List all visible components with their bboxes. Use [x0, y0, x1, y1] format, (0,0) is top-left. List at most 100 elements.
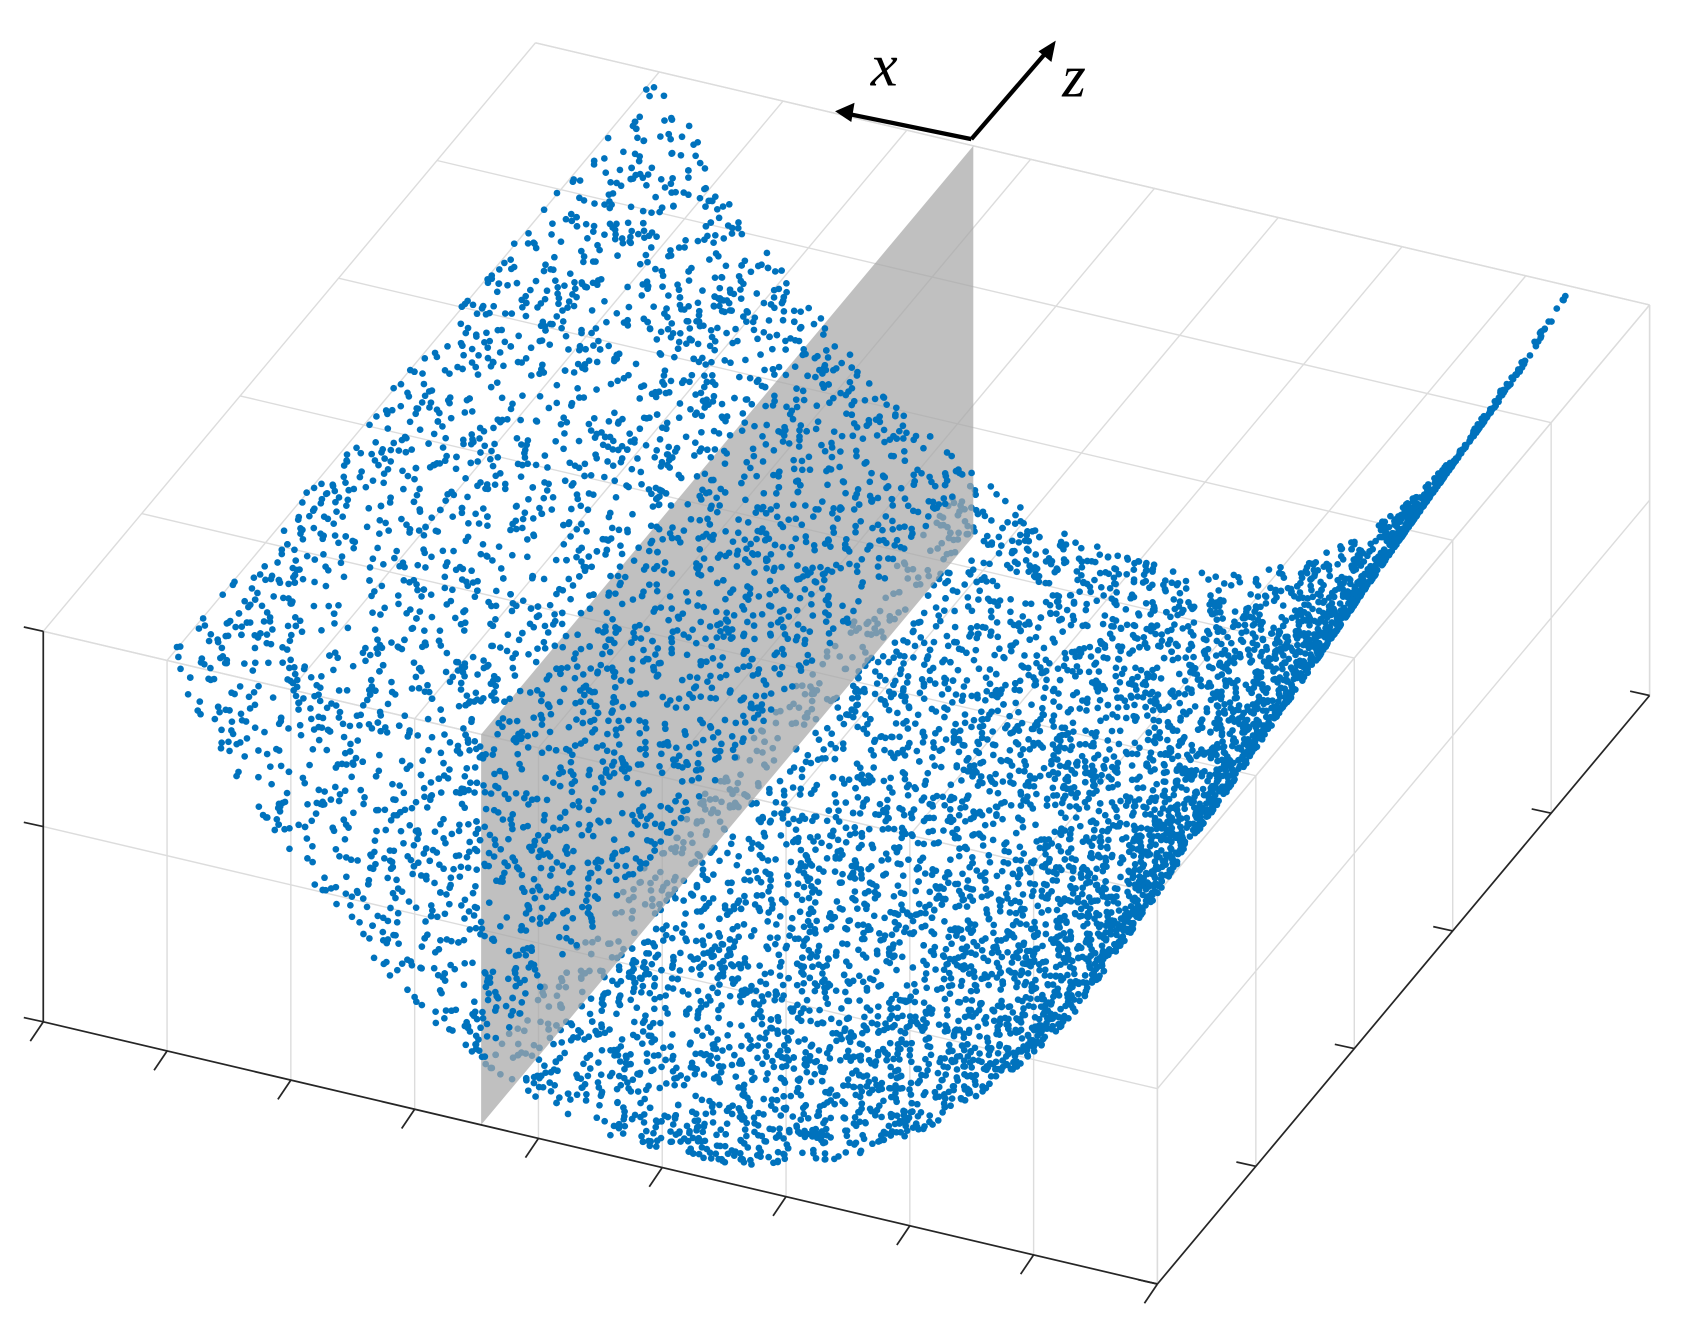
point: [1208, 808, 1216, 816]
point: [856, 997, 863, 1004]
point: [862, 954, 870, 961]
point: [856, 810, 864, 817]
point: [1084, 695, 1091, 703]
point: [756, 1034, 764, 1042]
point: [1093, 597, 1101, 605]
point: [601, 1117, 609, 1125]
point: [1323, 549, 1330, 556]
point: [1151, 806, 1158, 813]
point: [891, 639, 899, 646]
point: [821, 1139, 829, 1146]
point: [1174, 611, 1181, 619]
point: [1096, 551, 1104, 559]
point: [700, 1071, 708, 1078]
point: [983, 1066, 990, 1074]
point: [1113, 885, 1121, 893]
point: [900, 637, 907, 644]
point: [820, 746, 828, 753]
grid-line: [1156, 499, 1651, 1090]
point: [1101, 685, 1108, 693]
point: [640, 1111, 648, 1118]
point: [639, 1028, 647, 1035]
point: [1067, 978, 1074, 986]
point: [764, 918, 772, 925]
point: [787, 1028, 795, 1035]
point: [1112, 664, 1120, 672]
point: [709, 895, 717, 902]
point: [919, 1016, 927, 1023]
point: [702, 1001, 710, 1008]
point: [861, 1013, 868, 1021]
point: [829, 773, 837, 781]
point: [858, 833, 866, 840]
point: [772, 940, 779, 948]
point: [1235, 702, 1243, 709]
point: [780, 1135, 787, 1142]
point: [757, 1007, 764, 1015]
point: [1334, 561, 1341, 568]
grid-line: [166, 71, 660, 661]
point: [949, 1083, 957, 1090]
point: [651, 981, 658, 989]
point: [941, 918, 948, 925]
point: [1077, 905, 1085, 913]
point: [1021, 621, 1029, 628]
point: [959, 965, 967, 973]
point: [985, 915, 993, 922]
point: [1130, 852, 1137, 859]
point: [1212, 652, 1220, 659]
point: [985, 851, 993, 859]
point: [1003, 1044, 1010, 1052]
point: [662, 992, 670, 999]
point: [811, 1058, 819, 1066]
point: [1019, 823, 1027, 831]
point: [775, 1017, 782, 1025]
point: [693, 1127, 700, 1134]
point: [1262, 600, 1270, 607]
grid-line: [909, 246, 1403, 836]
point: [874, 1012, 882, 1020]
point: [952, 903, 959, 911]
point: [1066, 956, 1073, 963]
point: [931, 762, 939, 770]
point: [944, 569, 952, 576]
point: [582, 1097, 590, 1104]
point: [855, 946, 862, 954]
point: [704, 1024, 712, 1032]
point: [973, 987, 981, 995]
point: [805, 946, 813, 954]
point: [729, 962, 737, 970]
point: [812, 1154, 820, 1162]
point: [724, 849, 731, 857]
point: [942, 1022, 949, 1029]
point: [892, 1085, 900, 1093]
point: [1278, 661, 1286, 669]
point: [890, 893, 898, 900]
point: [1356, 553, 1363, 561]
point: [1057, 831, 1065, 839]
point: [942, 736, 950, 743]
point: [851, 824, 859, 831]
point: [1017, 504, 1024, 511]
point: [1038, 887, 1046, 895]
point: [965, 1006, 973, 1014]
point: [583, 1090, 590, 1098]
point: [1125, 867, 1132, 875]
point: [1096, 569, 1104, 577]
point: [979, 779, 986, 787]
point: [790, 1065, 798, 1072]
point: [530, 1073, 538, 1081]
point: [1061, 744, 1069, 752]
point: [1220, 743, 1228, 750]
point: [705, 993, 712, 1001]
point: [941, 1028, 949, 1035]
point: [975, 740, 983, 748]
point: [630, 1018, 638, 1026]
point: [923, 655, 931, 663]
point: [1255, 697, 1263, 705]
point: [1101, 641, 1109, 649]
point: [1246, 651, 1253, 659]
point: [683, 1122, 691, 1130]
point: [535, 1056, 543, 1063]
